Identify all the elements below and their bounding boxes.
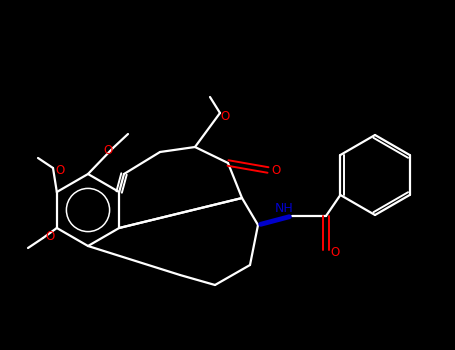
Text: O: O — [46, 230, 55, 243]
Text: O: O — [56, 163, 65, 176]
Text: O: O — [220, 111, 230, 124]
Text: O: O — [103, 145, 113, 158]
Text: O: O — [330, 245, 339, 259]
Text: O: O — [271, 164, 281, 177]
Text: NH: NH — [275, 202, 293, 215]
